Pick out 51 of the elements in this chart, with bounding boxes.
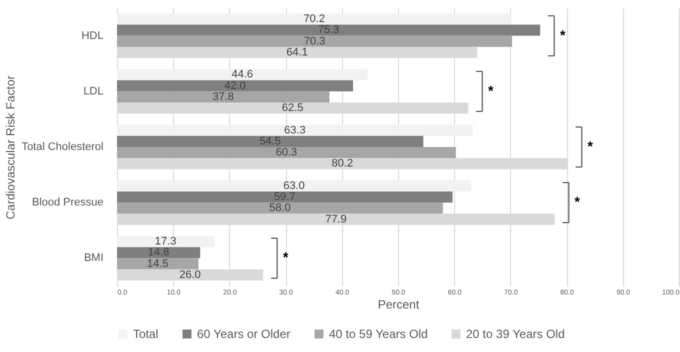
- x-axis-title: Percent: [378, 298, 420, 312]
- annotation: *: [574, 194, 581, 210]
- legend-label: Total: [133, 327, 158, 341]
- y-tick-label: Total Cholesterol: [22, 141, 104, 153]
- y-axis-title: Cardiovascular Risk Factor: [4, 75, 18, 220]
- bar: [117, 124, 473, 136]
- legend-label: 40 to 59 Years Old: [329, 327, 428, 341]
- data-label: 77.9: [325, 213, 347, 226]
- data-label: 62.5: [282, 102, 304, 114]
- y-tick-label: BMI: [84, 252, 104, 264]
- y-tick-label: HDL: [81, 30, 104, 42]
- annotation: *: [587, 138, 594, 154]
- data-label: 70.2: [304, 13, 325, 26]
- bar: [117, 191, 453, 203]
- data-label: 54.5: [259, 135, 281, 148]
- bar: [117, 24, 540, 36]
- bar: [117, 136, 424, 147]
- bar: [117, 36, 512, 47]
- annotation: *: [488, 82, 494, 98]
- data-label: 63.3: [284, 124, 306, 136]
- y-tick-label: LDL: [83, 85, 104, 98]
- bar: [117, 80, 354, 92]
- bar: [117, 247, 200, 258]
- bar: [117, 202, 443, 214]
- data-label: 59.7: [274, 191, 296, 204]
- data-label: 42.0: [224, 80, 246, 92]
- data-label: 26.0: [179, 268, 201, 281]
- data-label: 75.3: [318, 24, 340, 36]
- data-label: 70.3: [304, 35, 326, 48]
- data-label: 58.0: [269, 202, 291, 214]
- bar: [117, 91, 330, 103]
- legend-label: 20 to 39 Years Old: [466, 327, 565, 341]
- bar: [117, 69, 368, 80]
- bar: [117, 180, 472, 192]
- y-tick-label: Blood Pressue: [32, 196, 104, 209]
- data-label: 44.6: [232, 68, 254, 81]
- data-label: 64.1: [286, 46, 308, 58]
- bar: [117, 236, 214, 248]
- data-label: 37.8: [212, 90, 234, 103]
- data-label: 14.8: [148, 246, 170, 259]
- data-label: 17.3: [154, 236, 176, 248]
- bar: [117, 147, 456, 158]
- data-label: 60.3: [276, 146, 298, 159]
- annotation: *: [282, 249, 289, 266]
- legend-label: 60 Years or Older: [197, 327, 290, 341]
- data-label: 80.2: [332, 158, 354, 170]
- data-label: 63.0: [283, 180, 305, 192]
- annotation: *: [560, 26, 566, 43]
- bar: [117, 14, 512, 25]
- bar: [117, 258, 198, 270]
- data-label: 14.5: [147, 258, 168, 270]
